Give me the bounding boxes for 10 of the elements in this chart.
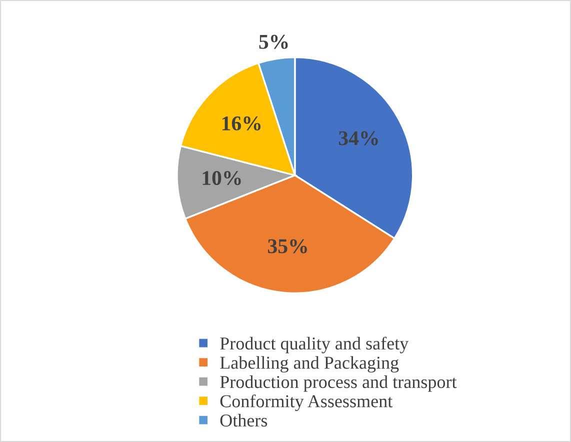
data-label: 10% (202, 171, 241, 186)
legend-label: Others (220, 414, 268, 427)
data-label: 35% (268, 239, 307, 254)
legend-label: Labelling and Packaging (220, 356, 399, 373)
data-label: 16% (222, 116, 261, 130)
legend-label: Production process and transport (220, 375, 457, 392)
data-label: 34% (338, 131, 378, 146)
legend-label: Conformity Assessment (220, 394, 393, 412)
data-label: 5% (259, 34, 288, 49)
legend-label: Product quality and safety (220, 336, 409, 354)
